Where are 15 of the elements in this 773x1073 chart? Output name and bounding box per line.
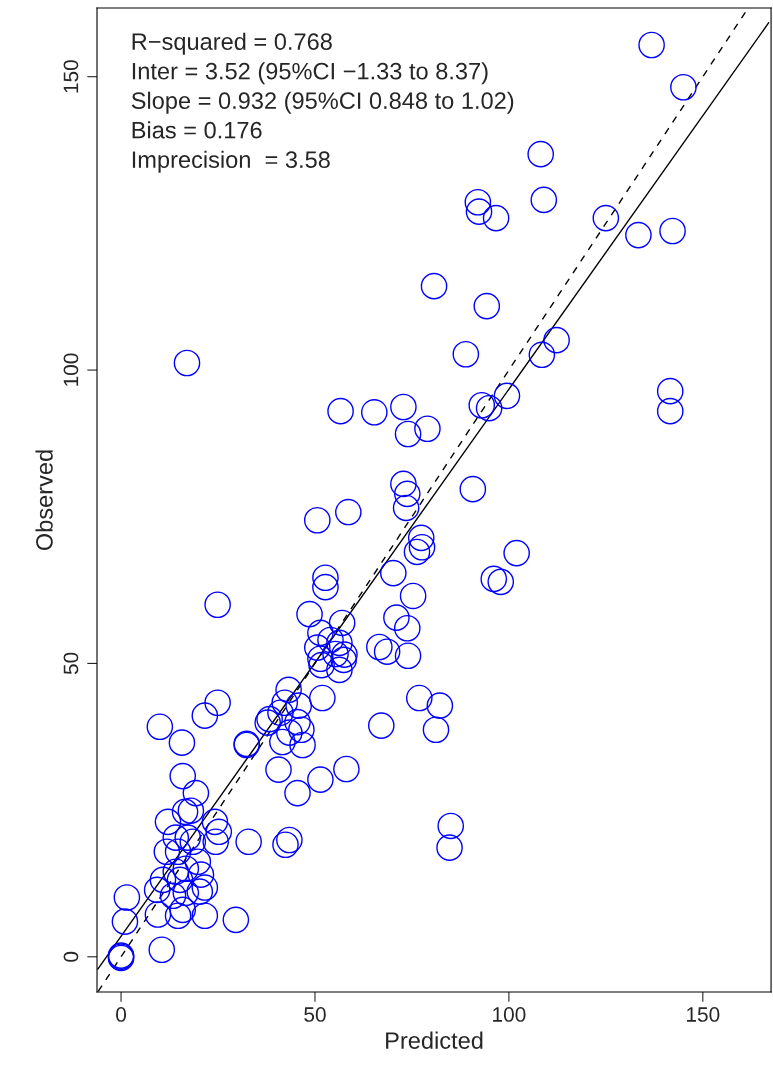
annotation: R−squared = 0.768 [132,32,332,55]
annotation: Imprecision = 3.58 [132,150,330,173]
y-tick-label: 100 [63,353,79,386]
x-tick-label: 50 [304,1007,326,1022]
annotation: Bias = 0.176 [132,121,262,139]
x-tick-label: 0 [116,1007,127,1022]
annotation: Inter = 3.52 (95%CI −1.33 to 8.37) [132,62,488,85]
x-tick-label: 100 [493,1007,526,1022]
y-axis-title: Observed [35,450,53,551]
annotation: Slope = 0.932 (95%CI 0.848 to 1.02) [131,91,514,114]
x-axis-title: Predicted [386,1031,483,1049]
y-tick-label: 150 [63,60,79,93]
y-tick-label: 0 [63,951,79,962]
x-tick-label: 150 [687,1007,720,1022]
y-tick-label: 50 [63,652,79,675]
